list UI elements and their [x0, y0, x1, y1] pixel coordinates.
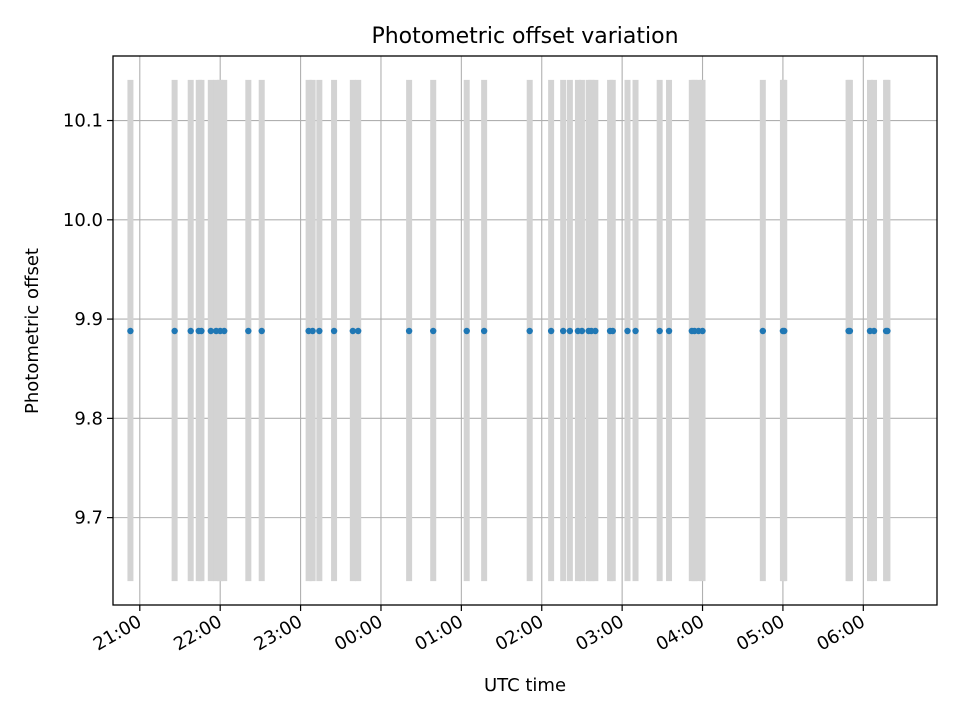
data-point	[632, 327, 639, 335]
x-tick-label: 21:00	[90, 611, 145, 655]
data-point	[781, 327, 788, 335]
x-tick-label: 01:00	[411, 611, 466, 655]
error-bars	[127, 79, 891, 582]
data-point	[171, 327, 178, 335]
data-point	[870, 327, 878, 335]
x-axis-ticks: 21:00 22:00 23:00 00:00 01:00 02:00 03:00 04:00…	[90, 605, 869, 655]
data-point	[656, 327, 663, 335]
data-point	[127, 327, 134, 335]
x-tick-label: 05:00	[733, 611, 788, 655]
data-point	[566, 327, 574, 335]
x-tick-label: 06:00	[813, 611, 868, 655]
data-point	[609, 327, 616, 335]
x-tick-label: 22:00	[170, 611, 225, 655]
data-point	[187, 327, 194, 335]
data-point	[526, 327, 533, 335]
x-tick-label: 23:00	[251, 611, 306, 655]
data-point	[405, 327, 413, 335]
data-point	[330, 327, 338, 335]
x-tick-label: 04:00	[653, 611, 708, 655]
chart-title: Photometric offset variation	[371, 24, 678, 49]
x-tick-label: 02:00	[492, 611, 547, 655]
data-point	[547, 327, 555, 335]
x-axis-label: UTC time	[484, 675, 566, 696]
data-point	[316, 327, 323, 335]
data-point	[480, 327, 488, 335]
data-point	[198, 327, 205, 335]
data-point	[884, 327, 891, 335]
data-point	[349, 327, 357, 335]
data-point	[430, 327, 437, 335]
plot-area	[112, 55, 938, 606]
data-point	[207, 327, 215, 335]
y-tick-label: 9.8	[74, 408, 103, 429]
data-point	[258, 327, 265, 335]
y-axis-ticks: 9.7 9.8 9.9 10.0 10.1	[63, 111, 113, 529]
x-tick-label: 00:00	[331, 611, 386, 655]
data-point	[354, 327, 362, 335]
data-point	[559, 327, 567, 335]
y-tick-label: 9.9	[74, 309, 103, 330]
grid	[113, 56, 937, 605]
data-point	[665, 327, 673, 335]
y-tick-label: 10.0	[63, 210, 103, 231]
data-point	[759, 327, 767, 335]
data-point	[221, 327, 228, 335]
data-point	[463, 327, 470, 335]
data-points	[127, 327, 891, 335]
data-point	[699, 327, 706, 335]
data-point	[846, 327, 854, 335]
x-tick-label: 03:00	[572, 611, 627, 655]
data-point	[578, 327, 586, 335]
data-point	[309, 327, 316, 335]
y-axis-label: Photometric offset	[22, 248, 43, 414]
data-point	[592, 327, 599, 335]
y-tick-label: 9.7	[74, 508, 103, 529]
y-tick-label: 10.1	[63, 111, 103, 132]
data-point	[245, 327, 252, 335]
data-point	[624, 327, 631, 335]
